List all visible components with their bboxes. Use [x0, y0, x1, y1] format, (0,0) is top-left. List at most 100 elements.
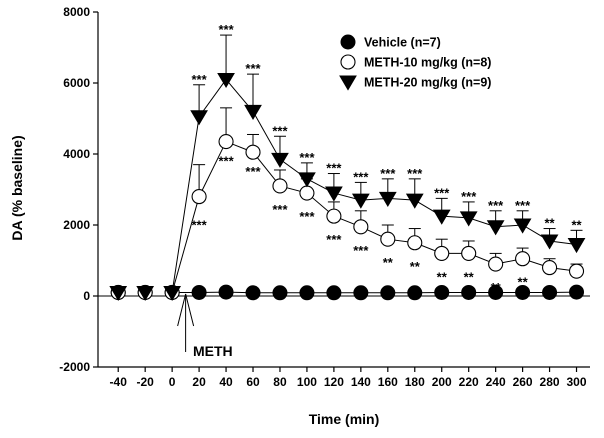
data-point	[513, 218, 532, 234]
significance-label: ***	[326, 232, 342, 247]
data-point	[378, 191, 397, 207]
x-tick-label: 280	[540, 375, 560, 389]
data-point	[407, 285, 423, 301]
data-point	[299, 285, 315, 301]
data-point	[136, 285, 155, 302]
data-point	[218, 134, 234, 150]
significance-label: ***	[192, 218, 208, 233]
y-tick-label: 6000	[63, 76, 90, 90]
significance-label: ***	[245, 61, 261, 76]
significance-label: ***	[218, 22, 234, 37]
data-point	[567, 238, 586, 254]
x-tick-label: 260	[513, 375, 533, 389]
data-point	[271, 152, 289, 168]
plot-area	[109, 34, 586, 302]
data-point	[163, 285, 182, 302]
data-point	[515, 284, 531, 300]
x-tick-label: 40	[219, 375, 233, 389]
data-point	[542, 284, 558, 300]
data-point	[432, 209, 451, 225]
significance-label: **	[437, 269, 448, 284]
significance-label: ***	[326, 161, 342, 176]
data-point	[515, 251, 531, 267]
data-point	[434, 245, 450, 261]
x-tick-label: 80	[273, 375, 287, 389]
significance-label: ***	[380, 166, 396, 181]
series-1	[110, 284, 585, 301]
y-axis-ticks: -2000 0 2000 4000 6000 8000	[59, 5, 98, 374]
significance-label: **	[491, 280, 502, 295]
significance-label: ***	[272, 123, 288, 138]
data-point	[245, 144, 261, 160]
data-point	[568, 263, 585, 279]
x-tick-label: 160	[378, 375, 398, 389]
data-point	[298, 172, 316, 188]
data-point	[190, 110, 208, 126]
x-tick-label: 300	[567, 375, 587, 389]
data-point	[272, 178, 288, 194]
data-point	[353, 219, 369, 235]
series-line	[171, 140, 577, 293]
meth-arrow-head	[177, 293, 195, 327]
data-point	[191, 189, 207, 205]
series-2	[110, 107, 585, 301]
data-point	[380, 231, 396, 247]
x-tick-label: 240	[486, 375, 506, 389]
data-point	[325, 186, 343, 202]
data-point	[299, 185, 315, 201]
data-point	[244, 104, 262, 120]
axes	[97, 12, 590, 368]
data-point	[109, 285, 128, 302]
data-point	[380, 285, 396, 301]
x-tick-label: 120	[324, 375, 344, 389]
data-point	[486, 220, 505, 236]
significance-label: ***	[434, 185, 450, 200]
data-point	[217, 72, 235, 89]
data-point	[488, 284, 504, 300]
data-point	[542, 260, 558, 276]
significance-label: ***	[218, 154, 234, 169]
data-point	[569, 284, 585, 300]
data-point	[272, 285, 288, 301]
significance-label: **	[383, 255, 394, 270]
data-point	[340, 54, 356, 70]
series-3	[109, 34, 586, 302]
data-point	[461, 284, 477, 300]
data-point	[353, 285, 369, 301]
x-tick-label: 100	[297, 375, 317, 389]
significance-label: ***	[515, 198, 531, 213]
x-tick-label: 220	[459, 375, 479, 389]
series-line	[172, 291, 577, 294]
significance-label: ***	[407, 166, 423, 181]
significance-label: ***	[353, 243, 369, 258]
significance-label: ***	[272, 202, 288, 217]
data-point	[326, 285, 342, 301]
series-line	[171, 78, 577, 293]
significance-label: **	[544, 284, 555, 299]
x-tick-label: 180	[405, 375, 425, 389]
data-point	[351, 193, 370, 209]
significance-label: **	[518, 275, 529, 290]
meth-annotation: METH	[193, 343, 233, 359]
significance-label: **	[544, 216, 555, 231]
significance-label: ***	[353, 169, 369, 184]
significance-label: ***	[299, 209, 315, 224]
x-tick-label: 60	[246, 375, 260, 389]
data-point	[461, 245, 477, 261]
x-axis-ticks: -40 -20 0 20 40 60 80 100 120 140 160 180 200 220 240 2…	[110, 367, 587, 389]
legend-label: METH-20 mg/kg (n=9)	[364, 76, 491, 90]
y-tick-label: -2000	[59, 360, 90, 374]
y-tick-label: 0	[83, 289, 90, 303]
data-point	[459, 211, 478, 227]
x-tick-label: 200	[432, 375, 452, 389]
significance-labels: ********************* *** ****** ****** ****…	[192, 22, 583, 299]
data-point	[339, 75, 357, 91]
significance-label: **	[410, 259, 421, 274]
significance-label: **	[571, 217, 582, 232]
significance-label: ***	[299, 150, 315, 165]
legend-label: METH-10 mg/kg (n=8)	[364, 56, 491, 70]
y-axis-label: DA (% baseline)	[9, 135, 25, 240]
legend-entry: METH-20 mg/kg (n=9)	[339, 75, 491, 91]
y-tick-label: 4000	[63, 147, 90, 161]
